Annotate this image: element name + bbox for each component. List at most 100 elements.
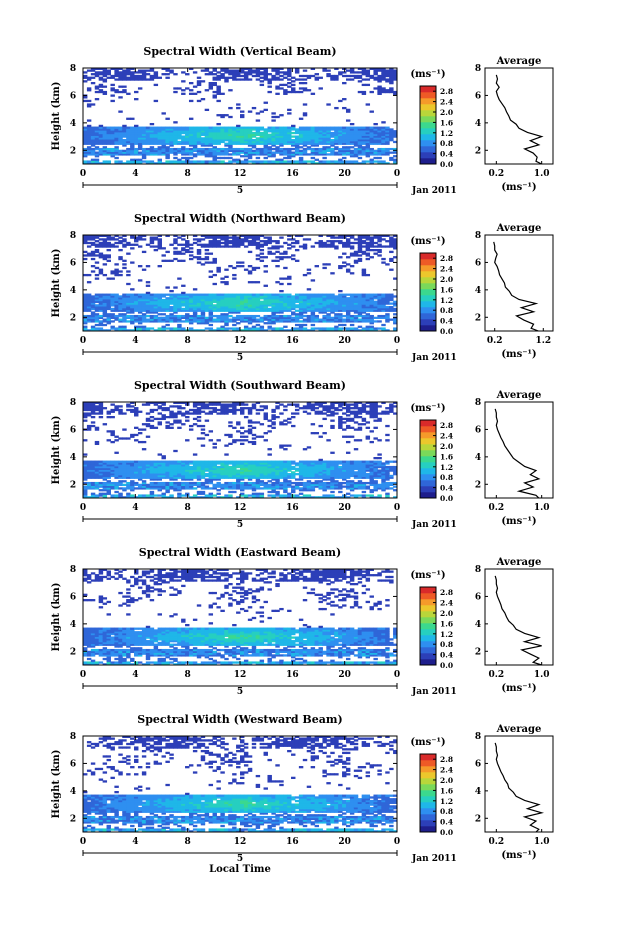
heatmap-cell — [141, 487, 147, 490]
heatmap-cell — [173, 162, 178, 165]
heatmap-cell — [279, 131, 284, 135]
heatmap-cell — [255, 401, 261, 405]
heatmap-cell — [98, 272, 104, 275]
heatmap-cell — [192, 408, 198, 412]
average-y-tick-label: 8 — [475, 64, 481, 74]
heatmap-cell — [251, 128, 257, 131]
heatmap-cell — [259, 467, 265, 470]
heatmap-cell — [318, 153, 323, 156]
heatmap-cell — [90, 307, 96, 311]
heatmap-cell — [247, 297, 253, 300]
heatmap-cell — [236, 307, 241, 311]
heatmap-cell — [94, 408, 100, 412]
heatmap-cell — [216, 465, 221, 469]
heatmap-cell — [259, 137, 265, 140]
heatmap-cell — [173, 489, 178, 492]
heatmap-cell — [177, 318, 182, 321]
heatmap-cell — [326, 146, 331, 149]
heatmap-cell — [192, 316, 198, 320]
heatmap-cell — [385, 71, 390, 74]
heatmap-cell — [134, 98, 139, 101]
heatmap-cell — [357, 236, 363, 239]
heatmap-cell — [243, 302, 249, 305]
heatmap-cell — [287, 309, 292, 312]
heatmap-cell — [98, 323, 104, 327]
heatmap-cell — [83, 481, 88, 485]
heatmap-cell — [106, 485, 111, 488]
heatmap-cell — [98, 131, 104, 135]
heatmap-cell — [145, 496, 151, 499]
heatmap-cell — [86, 162, 92, 165]
heatmap-cell — [361, 241, 367, 245]
heatmap-cell — [373, 160, 378, 163]
heatmap-cell — [275, 131, 280, 135]
heatmap-cell — [196, 401, 202, 405]
heatmap-cell — [165, 421, 170, 424]
heatmap-cell — [302, 135, 308, 138]
heatmap-cell — [357, 254, 363, 257]
heatmap-cell — [236, 302, 241, 305]
heatmap-cell — [188, 128, 194, 131]
heatmap-cell — [243, 439, 249, 442]
heatmap-cell — [188, 476, 194, 479]
heatmap-cell — [208, 270, 214, 273]
heatmap-cell — [192, 471, 198, 474]
heatmap-cell — [200, 139, 206, 142]
heatmap-cell — [122, 151, 127, 154]
heatmap-cell — [188, 306, 194, 309]
heatmap-cell — [247, 464, 253, 467]
heatmap-cell — [318, 234, 323, 238]
heatmap-cell — [98, 410, 104, 413]
heatmap-cell — [345, 329, 351, 332]
heatmap-cell — [279, 135, 284, 138]
heatmap-cell — [243, 415, 249, 419]
heatmap-cell — [196, 160, 202, 163]
heatmap-cell — [361, 131, 367, 135]
heatmap-cell — [263, 309, 268, 312]
heatmap-cell — [141, 142, 147, 145]
heatmap-cell — [169, 149, 174, 153]
heatmap-cell — [165, 73, 170, 76]
heatmap-cell — [106, 313, 111, 316]
heatmap-cell — [122, 471, 127, 474]
heatmap-cell — [106, 245, 111, 248]
heatmap-cell — [220, 137, 225, 140]
heatmap-cell — [212, 142, 217, 145]
heatmap-cell — [283, 277, 288, 280]
heatmap-cell — [294, 297, 300, 300]
heatmap-cell — [232, 293, 237, 296]
heatmap-cell — [94, 309, 100, 312]
heatmap-cell — [137, 236, 143, 239]
heatmap-cell — [236, 78, 241, 81]
heatmap-cell — [228, 408, 233, 412]
heatmap-cell — [134, 473, 139, 476]
heatmap-cell — [122, 304, 127, 307]
heatmap-cell — [342, 130, 347, 133]
heatmap-cell — [228, 473, 233, 476]
heatmap-cell — [322, 241, 327, 245]
heatmap-cell — [185, 415, 190, 419]
heatmap-cell — [200, 263, 206, 266]
heatmap-cell — [318, 126, 323, 129]
heatmap-cell — [161, 147, 166, 151]
heatmap-cell — [240, 302, 245, 305]
heatmap-cell — [196, 151, 202, 154]
heatmap-cell — [185, 410, 190, 413]
heatmap-cell — [385, 149, 390, 153]
heatmap-cell — [185, 158, 190, 161]
heatmap-cell — [342, 243, 347, 246]
heatmap-cell — [381, 133, 386, 136]
heatmap-cell — [342, 302, 347, 305]
heatmap-cell — [228, 293, 233, 296]
heatmap-cell — [208, 297, 214, 300]
heatmap-cell — [228, 476, 233, 479]
heatmap-cell — [342, 307, 347, 311]
heatmap-cell — [251, 300, 257, 303]
heatmap-cell — [122, 149, 127, 153]
heatmap-cell — [318, 241, 323, 245]
heatmap-cell — [224, 306, 229, 309]
heatmap-cell — [365, 146, 371, 149]
heatmap-cell — [196, 469, 202, 472]
heatmap-cell — [83, 489, 88, 492]
heatmap-cell — [271, 307, 276, 311]
